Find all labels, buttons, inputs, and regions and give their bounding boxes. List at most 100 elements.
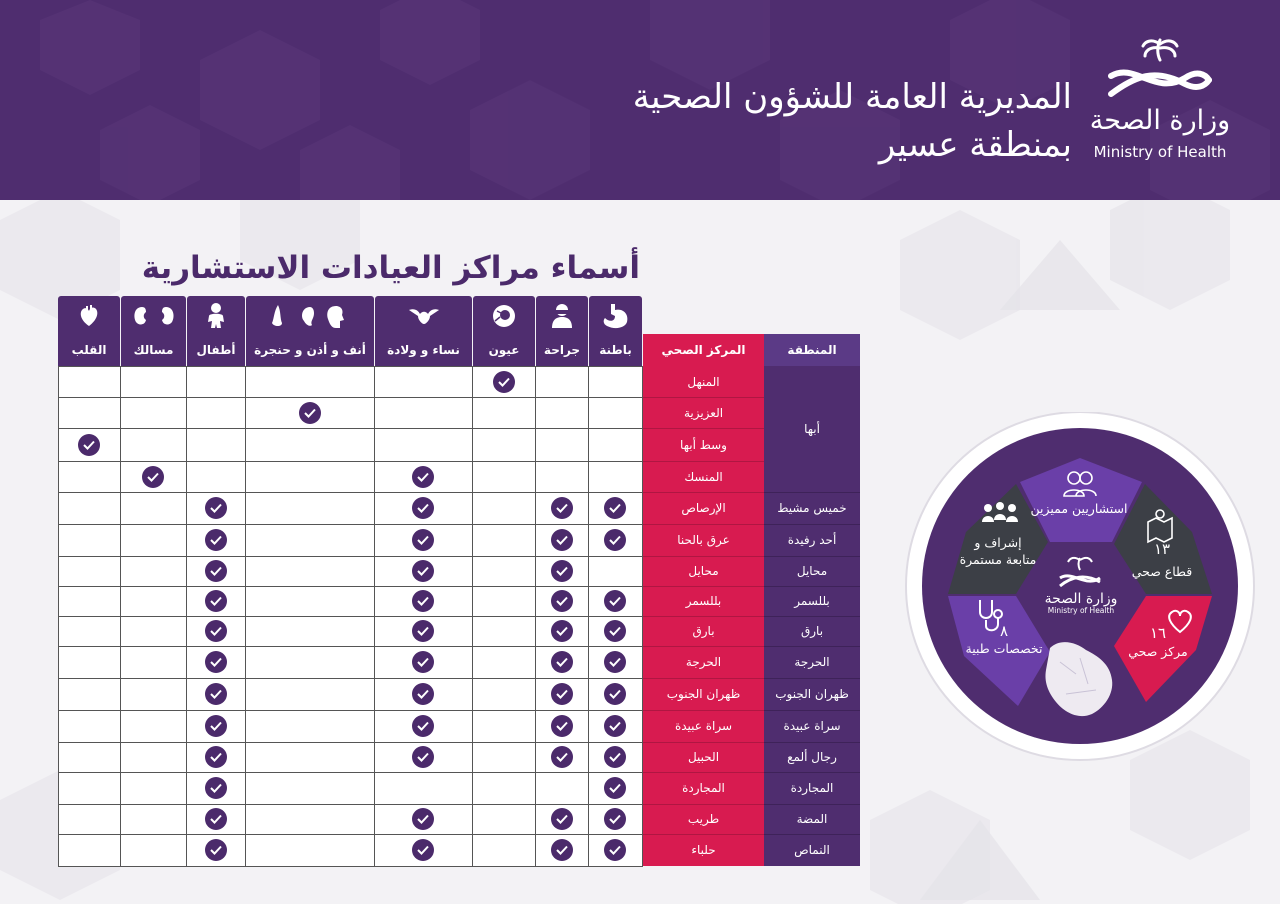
region-divider — [764, 804, 860, 805]
region-name: المجاردة — [790, 781, 834, 795]
row-divider — [58, 742, 643, 743]
row-divider — [58, 524, 643, 525]
header-hex-pattern — [40, 0, 1270, 200]
center-divider — [643, 616, 764, 617]
header-pediatrics: أطفال — [187, 334, 245, 366]
header-obgyn: نساء و ولادة — [375, 334, 472, 366]
check-icon — [299, 401, 321, 424]
sectors-number: ١٣ — [1153, 540, 1171, 558]
row-divider — [58, 616, 643, 617]
check-icon — [604, 839, 626, 861]
moh-logo-english: Ministry of Health — [1093, 143, 1227, 161]
heart-icon — [58, 296, 120, 336]
header-urology: مسالك — [121, 334, 186, 366]
center-name: المنهل — [687, 374, 720, 389]
center-divider — [643, 678, 764, 679]
center-logo-english: Ministry of Health — [1047, 606, 1115, 615]
header-eyes: عيون — [473, 334, 535, 366]
check-icon — [412, 651, 434, 673]
center-divider — [643, 772, 764, 773]
region-divider — [764, 556, 860, 557]
region-name: محايل — [796, 564, 828, 578]
consultants-label: استشاريين مميزين — [1030, 501, 1128, 516]
check-icon — [551, 590, 573, 612]
column-divider — [472, 366, 473, 866]
saudi-map-icon — [1045, 642, 1113, 717]
region-name: النماص — [794, 843, 830, 857]
moh-logo-arabic: وزارة الصحة — [1089, 105, 1231, 136]
check-icon — [551, 497, 573, 519]
stethoscope-icon — [979, 600, 1003, 632]
check-icon — [205, 839, 227, 861]
column-divider — [535, 366, 536, 866]
check-icon — [205, 620, 227, 642]
check-icon — [551, 746, 573, 768]
check-icon — [205, 777, 227, 799]
background-hex-pattern — [0, 200, 1250, 904]
row-divider — [58, 678, 643, 679]
column-divider — [642, 366, 643, 866]
stomach-icon — [589, 296, 642, 336]
check-icon — [551, 839, 573, 861]
center-divider — [643, 710, 764, 711]
center-name: الحرجة — [685, 655, 722, 669]
check-icon — [493, 370, 515, 393]
sectors-label: قطاع صحي — [1131, 564, 1193, 579]
region-name: المضة — [796, 812, 828, 826]
row-divider — [58, 804, 643, 805]
region-name: أحد رفيدة — [787, 533, 837, 547]
header-banner: المديرية العامة للشؤون الصحية بمنطقة عسي… — [0, 0, 1280, 200]
check-icon — [412, 746, 434, 768]
center-logo-emblem-icon — [1059, 556, 1101, 588]
ent-icon — [246, 296, 374, 336]
check-icon — [551, 808, 573, 830]
check-icon — [551, 529, 573, 551]
check-icon — [412, 683, 434, 705]
check-icon — [551, 715, 573, 737]
region-name: خميس مشيط — [777, 501, 847, 515]
check-icon — [551, 683, 573, 705]
check-icon — [604, 529, 626, 551]
segment-sectors — [1114, 484, 1212, 594]
row-divider — [58, 834, 643, 835]
check-icon — [205, 683, 227, 705]
header-ent: أنف و أذن و حنجرة — [246, 334, 374, 366]
region-name: بللسمر — [794, 594, 830, 608]
center-divider — [643, 742, 764, 743]
check-icon — [604, 715, 626, 737]
center-name: الإرصاص — [681, 501, 726, 515]
check-icon — [412, 529, 434, 551]
center-name: ظهران الجنوب — [666, 687, 741, 701]
check-icon — [551, 620, 573, 642]
center-divider — [643, 397, 764, 398]
check-icon — [412, 839, 434, 861]
column-divider — [58, 366, 59, 866]
check-icon — [604, 651, 626, 673]
column-divider — [245, 366, 246, 866]
check-icon — [78, 433, 100, 456]
center-divider — [643, 428, 764, 429]
center-divider — [643, 461, 764, 462]
header-surgery: جراحة — [536, 334, 588, 366]
center-name: المنسك — [684, 469, 723, 484]
check-icon — [412, 560, 434, 582]
check-icon — [604, 808, 626, 830]
check-icon — [412, 465, 434, 488]
region-divider — [764, 710, 860, 711]
header-center: المركز الصحي — [643, 334, 764, 366]
center-divider — [643, 492, 764, 493]
segment-consultants — [1020, 458, 1142, 542]
center-name: عرق بالحنا — [677, 533, 730, 547]
center-divider — [643, 804, 764, 805]
check-icon — [205, 715, 227, 737]
region-abha: أبها — [804, 422, 820, 436]
column-divider — [374, 366, 375, 866]
region-divider — [764, 524, 860, 525]
check-icon — [205, 497, 227, 519]
surgeon-icon — [536, 296, 588, 336]
header-heart: القلب — [58, 334, 120, 366]
center-name: سراة عبيدة — [674, 719, 733, 733]
check-icon — [604, 746, 626, 768]
kidneys-icon — [121, 296, 186, 336]
specialties-label: تخصصات طبية — [965, 641, 1043, 656]
